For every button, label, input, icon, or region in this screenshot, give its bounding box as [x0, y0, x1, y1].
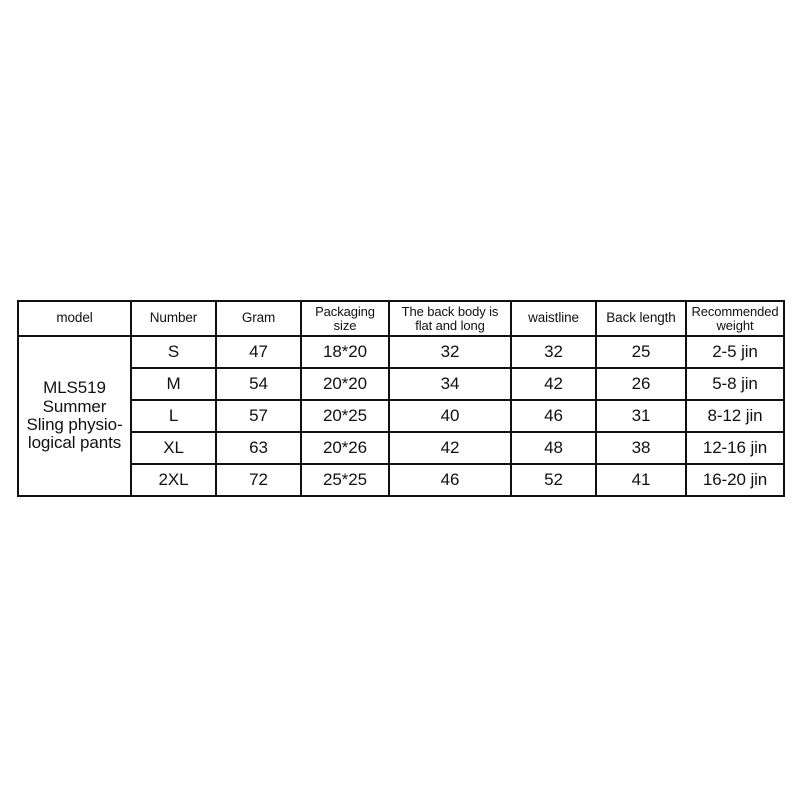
cell-back-body: 46 — [388, 463, 512, 497]
size-chart-table: model Number Gram Packaging size The bac… — [17, 300, 785, 497]
cell-back-length: 38 — [595, 431, 687, 465]
cell-packaging-size: 20*26 — [300, 431, 390, 465]
cell-back-body: 32 — [388, 335, 512, 369]
cell-number: XL — [130, 431, 217, 465]
cell-packaging-size: 25*25 — [300, 463, 390, 497]
column-header-packaging-line2: size — [333, 317, 357, 333]
column-header-model: model — [17, 300, 132, 337]
column-header-back-length: Back length — [595, 300, 687, 337]
cell-back-length: 26 — [595, 367, 687, 401]
cell-number: L — [130, 399, 217, 433]
cell-waistline: 52 — [510, 463, 597, 497]
cell-back-length: 25 — [595, 335, 687, 369]
cell-recommended-weight: 5-8 jin — [685, 367, 785, 401]
cell-recommended-weight: 16-20 jin — [685, 463, 785, 497]
cell-gram: 54 — [215, 367, 302, 401]
column-header-recommended-weight: Recommended weight — [685, 300, 785, 337]
cell-waistline: 42 — [510, 367, 597, 401]
cell-waistline: 32 — [510, 335, 597, 369]
model-line-1: MLS519 — [43, 378, 106, 398]
table-row: MLS519 Summer Sling physio- logical pant… — [17, 335, 785, 497]
size-chart-container: model Number Gram Packaging size The bac… — [17, 300, 785, 497]
cell-packaging-size: 20*25 — [300, 399, 390, 433]
column-header-back-body-line1: The back body is — [401, 303, 499, 319]
cell-back-body: 40 — [388, 399, 512, 433]
model-line-4: logical pants — [27, 433, 122, 453]
cell-gram: 57 — [215, 399, 302, 433]
column-header-gram: Gram — [215, 300, 302, 337]
column-header-number: Number — [130, 300, 217, 337]
table-row: L 57 20*25 40 46 31 8-12 jin — [18, 399, 785, 433]
cell-back-body: 34 — [388, 367, 512, 401]
cell-gram: 72 — [215, 463, 302, 497]
cell-back-body: 42 — [388, 431, 512, 465]
cell-gram: 63 — [215, 431, 302, 465]
column-header-back-body-line2: flat and long — [415, 317, 485, 333]
table-header: model Number Gram Packaging size The bac… — [17, 300, 785, 337]
cell-gram: 47 — [215, 335, 302, 369]
column-header-waistline: waistline — [510, 300, 597, 337]
cell-packaging-size: 18*20 — [300, 335, 390, 369]
cell-waistline: 48 — [510, 431, 597, 465]
cell-back-length: 41 — [595, 463, 687, 497]
column-header-weight-line1: Recommended — [691, 303, 779, 319]
cell-back-length: 31 — [595, 399, 687, 433]
column-header-packaging-line1: Packaging — [315, 303, 375, 319]
model-line-2: Summer — [42, 396, 107, 416]
table-row: M 54 20*20 34 42 26 5-8 jin — [18, 367, 785, 401]
cell-number: S — [130, 335, 217, 369]
cell-number: M — [130, 367, 217, 401]
table-body: MLS519 Summer Sling physio- logical pant… — [17, 335, 785, 497]
table-row: XL 63 20*26 42 48 38 12-16 jin — [18, 431, 785, 465]
table-row: 2XL 72 25*25 46 52 41 16-20 jin — [18, 463, 785, 497]
cell-recommended-weight: 8-12 jin — [685, 399, 785, 433]
table-header-row: model Number Gram Packaging size The bac… — [17, 300, 785, 337]
column-header-weight-line2: weight — [716, 317, 754, 333]
cell-recommended-weight: 12-16 jin — [685, 431, 785, 465]
column-header-packaging-size: Packaging size — [300, 300, 390, 337]
model-line-3: Sling physio- — [26, 415, 123, 434]
cell-number: 2XL — [130, 463, 217, 497]
cell-waistline: 46 — [510, 399, 597, 433]
cell-packaging-size: 20*20 — [300, 367, 390, 401]
cell-recommended-weight: 2-5 jin — [685, 335, 785, 369]
model-name-cell: MLS519 Summer Sling physio- logical pant… — [17, 335, 132, 497]
column-header-back-body: The back body is flat and long — [388, 300, 512, 337]
